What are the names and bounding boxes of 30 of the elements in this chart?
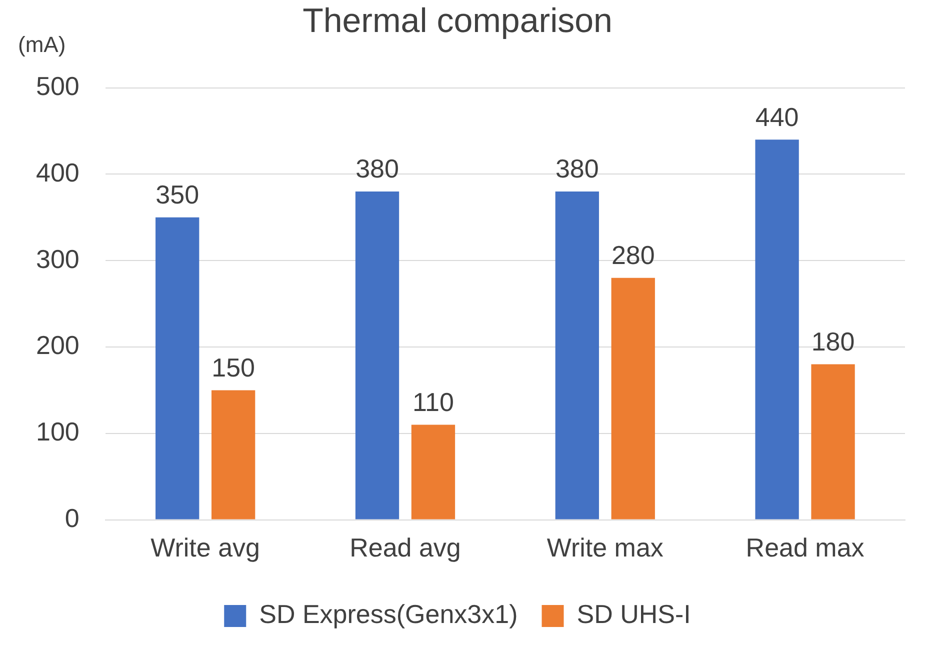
bar [611, 278, 655, 520]
bar [555, 191, 599, 520]
x-tick-label: Read avg [350, 532, 461, 563]
data-label: 110 [412, 386, 454, 417]
bar [355, 191, 400, 520]
bar [211, 390, 256, 520]
y-axis-title: (mA) [18, 32, 66, 58]
y-tick-label: 400 [36, 157, 80, 188]
legend-label: SD Express(Genx3x1) [259, 599, 518, 630]
x-tick-label: Write avg [150, 532, 260, 563]
y-tick-label: 300 [36, 244, 80, 274]
y-tick-label: 200 [36, 330, 80, 360]
data-label: 380 [555, 154, 599, 184]
bar [411, 424, 456, 520]
y-tick-label: 100 [36, 416, 80, 447]
bar [811, 364, 855, 520]
y-tick-label: 500 [36, 70, 80, 101]
data-label: 350 [156, 180, 200, 210]
data-label: 150 [212, 352, 256, 382]
data-label: 180 [811, 326, 855, 356]
y-tick-label: 0 [64, 502, 80, 533]
data-label: 280 [611, 240, 655, 270]
x-tick-label: Write max [546, 532, 664, 563]
chart-title: Thermal comparison [302, 2, 612, 40]
bar [755, 140, 799, 520]
x-tick-label: Read max [746, 532, 864, 563]
data-label: 440 [755, 102, 799, 132]
data-label: 380 [356, 154, 399, 184]
legend-label: SD UHS-I [576, 599, 691, 630]
bar [156, 217, 200, 520]
